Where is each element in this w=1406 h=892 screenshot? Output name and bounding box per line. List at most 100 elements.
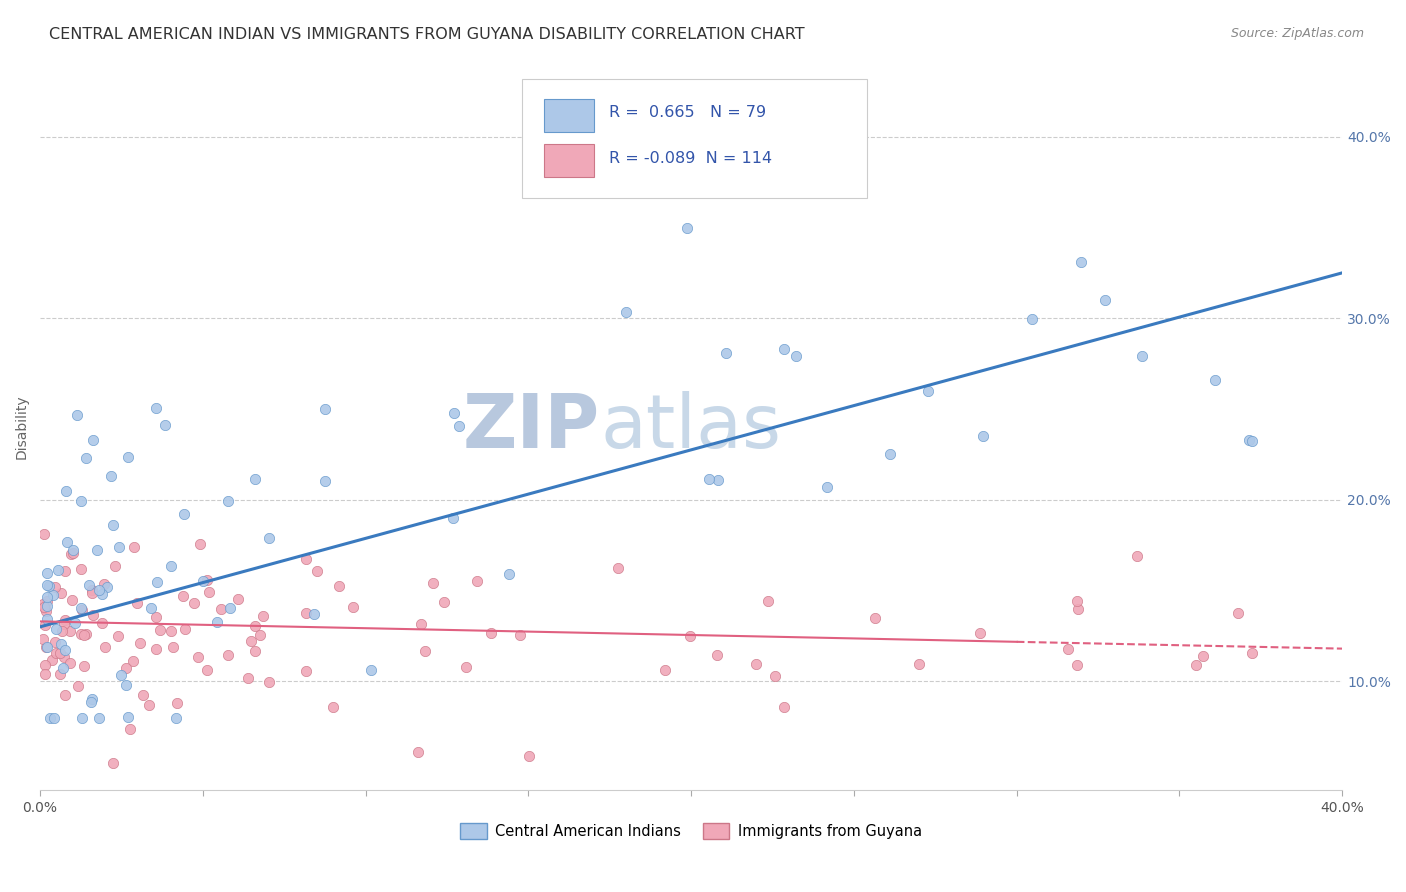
Point [173,622,195,636]
Point [183,596,205,610]
Point [38,710,60,724]
Point [706,648,728,662]
Text: R =  0.665   N = 79: R = 0.665 N = 79 [609,105,766,120]
Point [1057,641,1080,656]
Point [517,748,540,763]
Point [443,406,465,420]
Point [63,615,86,630]
Point [37,594,59,608]
Point [34,618,56,632]
Point [45,622,67,636]
Point [80,695,103,709]
Point [307,565,329,579]
Point [53,642,76,657]
Point [219,601,242,615]
Point [302,607,325,621]
Point [101,756,124,770]
Point [409,617,432,632]
Point [49,667,72,681]
Point [96,580,118,594]
Point [104,558,127,573]
Point [59,547,82,561]
Point [145,401,167,416]
Point [166,696,188,710]
Point [75,627,97,641]
Y-axis label: Disability: Disability [15,395,30,459]
Point [82,608,104,623]
Point [34,667,56,681]
Point [51,624,73,639]
Point [697,472,720,486]
Point [240,634,263,648]
Point [422,575,444,590]
Point [257,531,280,545]
Point [62,543,84,558]
Point [236,672,259,686]
Point [1227,606,1250,620]
Point [115,678,138,692]
Point [205,615,228,630]
Point [108,541,131,555]
Point [59,657,82,671]
Point [38,579,60,593]
Point [91,587,114,601]
Point [53,565,76,579]
Point [865,611,887,625]
Point [295,606,318,620]
Point [132,688,155,702]
Point [1070,254,1092,268]
Point [87,582,110,597]
Point [1066,593,1088,607]
Point [35,566,58,580]
FancyBboxPatch shape [544,144,593,177]
Point [72,628,94,642]
Point [879,447,901,461]
Point [1021,311,1043,326]
Point [465,574,488,589]
Point [162,640,184,654]
Point [1130,349,1153,363]
Point [45,647,67,661]
Point [70,603,93,617]
Point [79,578,101,592]
Point [454,659,477,673]
Point [34,600,56,615]
Point [195,573,218,587]
Point [217,648,239,663]
Point [406,745,429,759]
Point [90,615,112,630]
Legend: Central American Indians, Immigrants from Guyana: Central American Indians, Immigrants fro… [454,817,928,845]
Point [1192,649,1215,664]
Point [606,560,628,574]
Point [129,636,152,650]
Point [55,484,77,499]
Point [226,592,249,607]
Point [75,450,97,465]
Point [80,691,103,706]
Point [1240,434,1263,448]
Point [1204,373,1226,387]
Point [145,641,167,656]
Point [53,688,76,702]
Point [149,623,172,637]
Point [42,710,65,724]
Text: ZIP: ZIP [463,391,600,464]
FancyBboxPatch shape [544,99,593,132]
Point [60,593,83,607]
Point [73,659,96,673]
Point [249,627,271,641]
Point [32,599,55,614]
Point [756,594,779,608]
Point [917,384,939,398]
Point [94,640,117,654]
Point [908,657,931,671]
Point [773,699,796,714]
Point [80,586,103,600]
Point [146,574,169,589]
Point [32,632,55,646]
Point [328,579,350,593]
Point [1240,646,1263,660]
Point [53,613,76,627]
Point [322,699,344,714]
Point [773,343,796,357]
